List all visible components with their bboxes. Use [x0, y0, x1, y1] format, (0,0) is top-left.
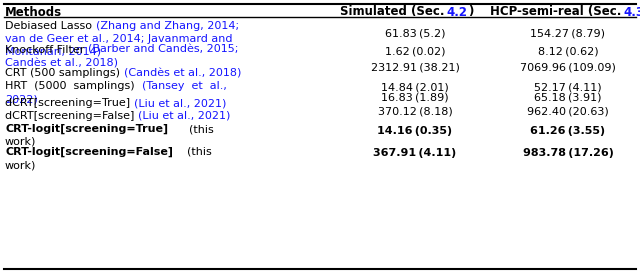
Text: 61.83 (5.2): 61.83 (5.2)	[385, 29, 445, 39]
Text: CRT-logit[screening=False]: CRT-logit[screening=False]	[5, 147, 173, 157]
Text: dCRT[screening=True]: dCRT[screening=True]	[5, 98, 134, 108]
Text: work): work)	[5, 160, 36, 170]
Text: 61.26 (3.55): 61.26 (3.55)	[531, 125, 605, 135]
Text: 14.16 (0.35): 14.16 (0.35)	[378, 125, 452, 135]
Text: 154.27 (8.79): 154.27 (8.79)	[531, 29, 605, 39]
Text: 370.12 (8.18): 370.12 (8.18)	[378, 106, 452, 116]
Text: 983.78 (17.26): 983.78 (17.26)	[523, 149, 613, 159]
Text: 16.83 (1.89): 16.83 (1.89)	[381, 93, 449, 103]
Text: 4.3: 4.3	[624, 5, 640, 18]
Text: (Candès et al., 2018): (Candès et al., 2018)	[124, 68, 241, 78]
Text: (Zhang and Zhang, 2014;: (Zhang and Zhang, 2014;	[95, 21, 239, 31]
Text: 4.2: 4.2	[447, 5, 468, 18]
Text: 65.18 (3.91): 65.18 (3.91)	[534, 93, 602, 103]
Text: Montanari, 2014): Montanari, 2014)	[5, 47, 101, 57]
Text: 367.91 (4.11): 367.91 (4.11)	[373, 149, 456, 159]
Text: Simulated (Sec.: Simulated (Sec.	[340, 5, 447, 18]
Text: 8.12 (0.62): 8.12 (0.62)	[538, 47, 598, 57]
Text: Methods: Methods	[5, 5, 62, 18]
Text: 2022): 2022)	[5, 94, 38, 104]
Text: 2312.91 (38.21): 2312.91 (38.21)	[371, 63, 460, 73]
Text: 52.17 (4.11): 52.17 (4.11)	[534, 82, 602, 92]
Text: Knockoff Filter: Knockoff Filter	[5, 45, 88, 55]
Text: 1.62 (0.02): 1.62 (0.02)	[385, 47, 445, 57]
Text: ): )	[468, 5, 473, 18]
Text: (this: (this	[168, 124, 214, 134]
Text: (Liu et al., 2021): (Liu et al., 2021)	[134, 98, 226, 108]
Text: 962.40 (20.63): 962.40 (20.63)	[527, 106, 609, 116]
Text: (this: (this	[173, 147, 212, 157]
Text: Candès et al., 2018): Candès et al., 2018)	[5, 58, 118, 68]
Text: (Tansey  et  al.,: (Tansey et al.,	[141, 81, 227, 91]
Text: HRT  (5000  samplings): HRT (5000 samplings)	[5, 81, 141, 91]
Text: 7069.96 (109.09): 7069.96 (109.09)	[520, 63, 616, 73]
Text: HCP-semi-real (Sec.: HCP-semi-real (Sec.	[490, 5, 624, 18]
Text: 14.84 (2.01): 14.84 (2.01)	[381, 82, 449, 92]
Text: dCRT[screening=False]: dCRT[screening=False]	[5, 111, 138, 121]
Text: (Barber and Candès, 2015;: (Barber and Candès, 2015;	[88, 45, 238, 55]
Text: work): work)	[5, 137, 36, 147]
Text: CRT (500 samplings): CRT (500 samplings)	[5, 68, 124, 78]
Text: (Liu et al., 2021): (Liu et al., 2021)	[138, 111, 230, 121]
Text: Debiased Lasso: Debiased Lasso	[5, 21, 95, 31]
Text: CRT-logit[screening=True]: CRT-logit[screening=True]	[5, 124, 168, 134]
Text: van de Geer et al., 2014; Javanmard and: van de Geer et al., 2014; Javanmard and	[5, 34, 232, 44]
